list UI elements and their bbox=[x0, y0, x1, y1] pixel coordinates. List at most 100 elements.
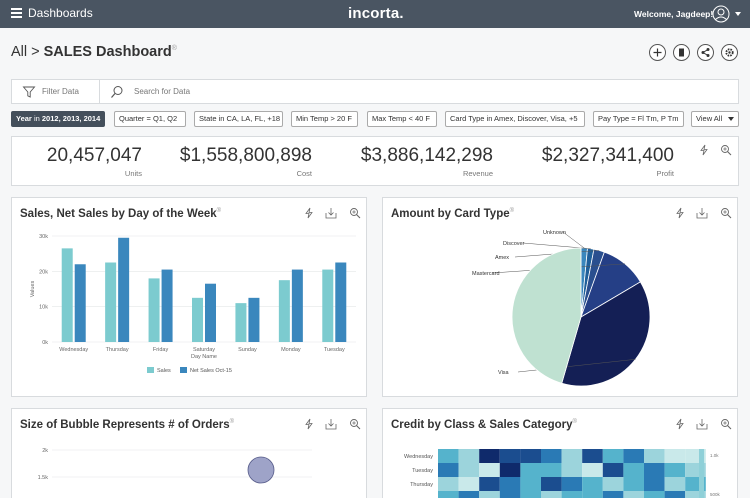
heatmap-cell bbox=[561, 491, 583, 498]
app-title[interactable]: Dashboards bbox=[28, 6, 93, 20]
filter-chip-year[interactable]: Year in 2012, 2013, 2014 bbox=[11, 111, 105, 127]
lightning-icon[interactable] bbox=[674, 418, 686, 430]
heatmap-cell bbox=[458, 477, 480, 491]
bubble bbox=[247, 456, 275, 484]
lightning-icon[interactable] bbox=[698, 144, 710, 156]
add-button[interactable] bbox=[649, 44, 666, 61]
heatmap-cell bbox=[561, 463, 583, 477]
sales-bar-chart: 0k 10k 20k 30k Values Wednesday Thursday Friday… bbox=[30, 234, 356, 374]
credit-heatmap: Wednesday Tuesday Thursday 1.0k 500k bbox=[404, 449, 721, 498]
heatmap-legend-label: 1.0k bbox=[710, 453, 719, 458]
heatmap-cell bbox=[520, 477, 541, 491]
x-tick-label: Saturday bbox=[193, 347, 215, 353]
bar-net-sales bbox=[335, 262, 347, 342]
document-button[interactable] bbox=[673, 44, 690, 61]
lightning-icon[interactable] bbox=[303, 418, 315, 430]
bar-sales bbox=[148, 278, 160, 342]
welcome-text: Welcome, Jagdeep! bbox=[634, 9, 714, 19]
heatmap-row-label: Wednesday bbox=[404, 454, 433, 460]
heatmap-cell bbox=[479, 491, 500, 498]
download-icon[interactable] bbox=[696, 207, 708, 219]
heatmap-cell bbox=[479, 477, 500, 491]
bar-net-sales bbox=[118, 237, 130, 342]
heatmap-cell bbox=[602, 463, 624, 477]
heatmap-cell bbox=[479, 449, 500, 463]
heatmap-cell bbox=[644, 491, 665, 498]
zoom-icon[interactable] bbox=[720, 418, 732, 430]
heatmap-cell bbox=[664, 449, 686, 463]
zoom-icon[interactable] bbox=[720, 144, 732, 156]
lightning-icon[interactable] bbox=[674, 207, 686, 219]
settings-button[interactable] bbox=[721, 44, 738, 61]
filter-chip-card-type[interactable]: Card Type in Amex, Discover, Visa, +5 bbox=[445, 111, 585, 127]
download-icon[interactable] bbox=[696, 418, 708, 430]
heatmap-cell bbox=[499, 449, 521, 463]
lightning-icon[interactable] bbox=[303, 207, 315, 219]
heatmap-cell bbox=[561, 449, 583, 463]
heatmap-cell bbox=[438, 491, 459, 498]
credit-chart-title: Credit by Class & Sales Category® bbox=[391, 419, 577, 431]
heatmap-cell bbox=[499, 463, 521, 477]
gear-icon bbox=[725, 48, 734, 57]
x-tick-label: Thursday bbox=[106, 347, 129, 353]
x-tick-label: Sunday bbox=[238, 347, 257, 353]
heatmap-cell bbox=[644, 449, 665, 463]
pie-label: Discover bbox=[503, 241, 525, 247]
filter-chip-quarter[interactable]: Quarter = Q1, Q2 bbox=[114, 111, 186, 127]
kpi-panel: 20,457,047 Units $1,558,800,898 Cost $3,… bbox=[11, 136, 739, 186]
heatmap-cell bbox=[623, 463, 644, 477]
kpi-units-value: 20,457,047 bbox=[46, 145, 142, 166]
download-icon[interactable] bbox=[325, 207, 337, 219]
pie-label: Amex bbox=[495, 255, 509, 261]
user-icon[interactable] bbox=[712, 5, 730, 23]
funnel-icon bbox=[22, 86, 36, 98]
search-input[interactable]: Search for Data bbox=[134, 87, 191, 96]
download-icon[interactable] bbox=[325, 418, 337, 430]
heatmap-cell bbox=[623, 477, 644, 491]
heatmap-cell bbox=[541, 463, 562, 477]
zoom-icon[interactable] bbox=[720, 207, 732, 219]
kpi-revenue-value: $3,886,142,298 bbox=[360, 145, 493, 166]
x-tick-label: Monday bbox=[281, 347, 301, 353]
kpi-units-label: Units bbox=[124, 169, 142, 178]
filter-chip-pay-type[interactable]: Pay Type = Fl Tm, P Tm bbox=[593, 111, 684, 127]
legend-label-net-sales: Net Sales Oct-15 bbox=[190, 368, 232, 374]
incorta-logo: incorta. bbox=[348, 5, 404, 22]
bubble-chart: 1.5k 2k bbox=[38, 448, 312, 484]
filter-chip-min-temp[interactable]: Min Temp > 20 F bbox=[291, 111, 358, 127]
filter-chip-state[interactable]: State in CA, LA, FL, +18 bbox=[194, 111, 283, 127]
heatmap-cell bbox=[664, 491, 686, 498]
heatmap-cell bbox=[644, 477, 665, 491]
bar-net-sales bbox=[74, 264, 86, 342]
heatmap-row-label: Thursday bbox=[410, 482, 433, 488]
x-tick-label: Tuesday bbox=[324, 347, 345, 353]
heatmap-cell bbox=[582, 477, 603, 491]
zoom-icon[interactable] bbox=[349, 418, 361, 430]
chip-operator: in bbox=[33, 114, 40, 123]
heatmap-cell bbox=[541, 449, 562, 463]
kpi-revenue-label: Revenue bbox=[462, 169, 493, 178]
y-tick-label: 1.5k bbox=[38, 475, 49, 481]
heatmap-cell bbox=[644, 463, 665, 477]
heatmap-cell bbox=[541, 491, 562, 498]
heatmap-row-label: Tuesday bbox=[412, 468, 433, 474]
view-all-dropdown[interactable]: View All bbox=[691, 111, 739, 127]
chevron-down-icon[interactable] bbox=[735, 12, 741, 16]
share-button[interactable] bbox=[697, 44, 714, 61]
kpi-profit-value: $2,327,341,400 bbox=[541, 145, 674, 166]
menu-icon[interactable] bbox=[11, 8, 22, 19]
breadcrumb-root[interactable]: All > bbox=[11, 44, 44, 60]
filter-data-button[interactable]: Filter Data bbox=[12, 80, 100, 103]
document-icon bbox=[679, 48, 684, 57]
y-axis-label: Values bbox=[30, 281, 36, 298]
bar-net-sales bbox=[248, 297, 260, 342]
heatmap-cell bbox=[623, 491, 644, 498]
y-tick-label: 20k bbox=[39, 269, 48, 275]
filter-chip-max-temp[interactable]: Max Temp < 40 F bbox=[367, 111, 437, 127]
bubble-chart-title: Size of Bubble Represents # of Orders® bbox=[20, 419, 235, 431]
zoom-icon[interactable] bbox=[349, 207, 361, 219]
bar-sales bbox=[105, 262, 117, 342]
chip-value: 2012, 2013, 2014 bbox=[41, 114, 101, 123]
legend-label-sales: Sales bbox=[157, 368, 171, 374]
heatmap-legend-bar bbox=[699, 449, 704, 498]
